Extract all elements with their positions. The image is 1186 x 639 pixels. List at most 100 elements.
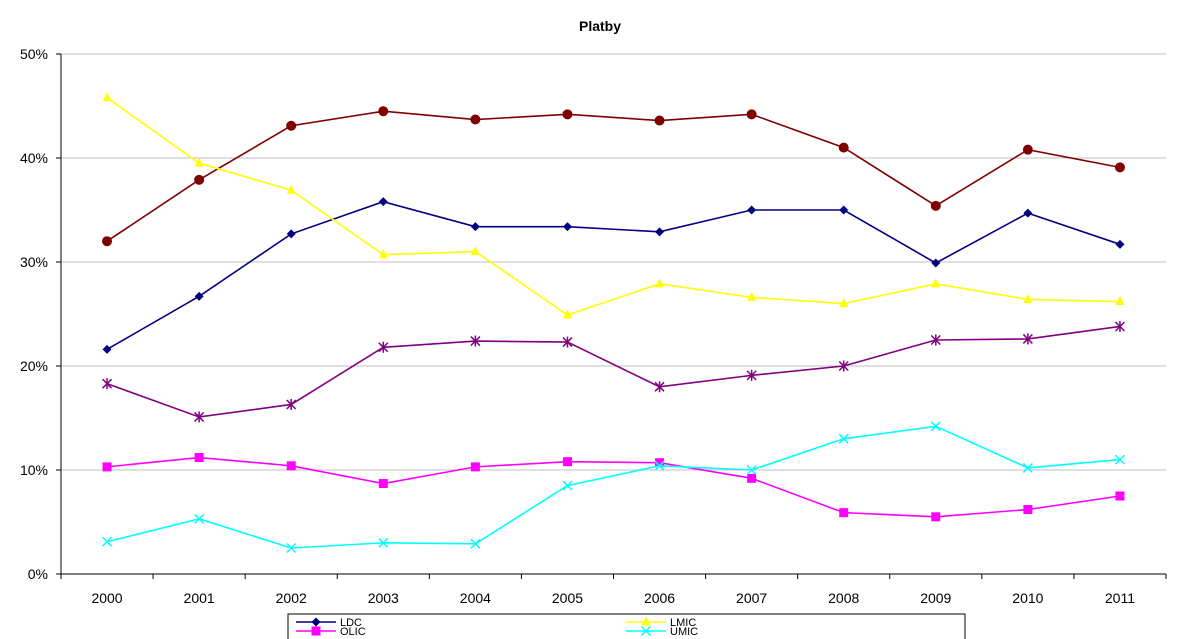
- data-point-marker: [1114, 454, 1125, 465]
- data-point-marker: [747, 291, 757, 301]
- series-lmic: [102, 92, 1125, 319]
- x-tick-label: 2007: [736, 590, 767, 606]
- data-point-marker: [655, 227, 665, 237]
- legend-item: UMIC: [626, 625, 698, 638]
- data-point-marker: [562, 309, 572, 319]
- x-tick-label: 2003: [368, 590, 399, 606]
- data-point-marker: [286, 542, 297, 554]
- data-point-marker: [194, 174, 205, 185]
- data-point-marker: [1115, 239, 1125, 249]
- data-point-marker: [562, 109, 573, 120]
- series-line: [106, 200, 1121, 351]
- data-point-marker: [655, 458, 665, 468]
- y-tick-label: 0%: [28, 566, 48, 582]
- data-point-marker: [1023, 208, 1033, 218]
- data-point-marker: [102, 236, 113, 247]
- legend-label: UMIC: [670, 626, 698, 638]
- x-tick-label: 2009: [920, 590, 951, 606]
- series-line: [106, 110, 1121, 242]
- y-tick-label: 40%: [20, 150, 48, 166]
- data-point-marker: [839, 205, 849, 215]
- data-point-marker: [470, 246, 480, 256]
- data-point-marker: [102, 344, 112, 354]
- data-point-marker: [194, 411, 205, 423]
- legend: LDC LMIC OLIC UMIC: [287, 613, 966, 639]
- axes: 0% 10% 20% 30% 40% 50% 2000 2001 2002 2003 2004 200…: [20, 46, 1167, 606]
- data-point-marker: [1022, 462, 1033, 473]
- legend-box: [287, 613, 966, 639]
- series-unnamed-0: [102, 106, 1125, 247]
- series-line: [106, 97, 1120, 316]
- x-tick-label: 2006: [644, 590, 675, 606]
- data-point-marker: [654, 460, 665, 471]
- data-point-marker: [311, 617, 321, 627]
- data-point-marker: [378, 249, 388, 259]
- gridlines: [61, 53, 1166, 471]
- chart-title: Platby: [579, 18, 621, 34]
- y-tick-label: 10%: [20, 462, 48, 478]
- data-point-marker: [931, 512, 941, 522]
- data-point-marker: [1022, 333, 1033, 345]
- data-point-marker: [1023, 505, 1033, 515]
- data-point-marker: [1022, 144, 1033, 155]
- data-point-marker: [747, 205, 757, 215]
- x-tick-label: 2008: [828, 590, 859, 606]
- x-tick-label: 2005: [552, 590, 583, 606]
- data-point-marker: [378, 106, 389, 117]
- legend-label: LDC: [340, 617, 362, 629]
- series-line: [106, 325, 1121, 418]
- x-tick-label: 2002: [276, 590, 307, 606]
- x-tick-label: 2010: [1012, 590, 1043, 606]
- data-point-marker: [930, 334, 941, 346]
- data-point-marker: [194, 157, 204, 167]
- legend-item: LMIC: [626, 616, 696, 629]
- data-point-marker: [746, 109, 757, 120]
- data-point-marker: [562, 336, 573, 348]
- data-point-marker: [654, 381, 665, 393]
- series-olic: [102, 453, 1125, 522]
- data-point-marker: [378, 537, 389, 548]
- data-point-marker: [286, 398, 297, 410]
- data-point-marker: [562, 222, 572, 232]
- data-point-marker: [654, 115, 665, 126]
- data-point-marker: [102, 462, 112, 472]
- data-point-marker: [746, 464, 757, 476]
- data-point-marker: [286, 229, 296, 239]
- x-tick-label: 2011: [1105, 590, 1135, 606]
- data-point-marker: [470, 462, 480, 472]
- data-point-marker: [562, 457, 572, 467]
- data-point-marker: [641, 616, 651, 626]
- data-point-marker: [1115, 491, 1125, 501]
- data-point-marker: [746, 369, 757, 381]
- data-point-marker: [931, 258, 941, 268]
- data-point-marker: [930, 200, 941, 211]
- data-point-marker: [838, 360, 849, 372]
- legend-item: LDC: [296, 617, 362, 629]
- data-point-marker: [470, 538, 481, 549]
- data-point-marker: [102, 378, 113, 390]
- data-point-marker: [378, 479, 388, 489]
- series-group: [102, 92, 1125, 554]
- data-point-marker: [1114, 320, 1125, 332]
- data-point-marker: [747, 473, 757, 483]
- data-point-marker: [1023, 293, 1033, 303]
- data-point-marker: [562, 480, 573, 491]
- legend-item: OLIC: [296, 626, 366, 638]
- data-point-marker: [470, 114, 481, 125]
- data-point-marker: [470, 335, 481, 347]
- legend-label: LMIC: [670, 617, 696, 629]
- series-line: [106, 425, 1121, 549]
- y-tick-label: 30%: [20, 254, 48, 270]
- series-unnamed-3: [102, 320, 1125, 423]
- data-point-marker: [311, 626, 321, 636]
- data-point-marker: [102, 536, 113, 547]
- data-point-marker: [640, 625, 652, 637]
- data-point-marker: [194, 453, 204, 463]
- data-point-marker: [1114, 162, 1125, 173]
- data-point-marker: [931, 278, 941, 288]
- data-point-marker: [378, 341, 389, 353]
- data-point-marker: [838, 142, 849, 153]
- data-point-marker: [1115, 296, 1125, 306]
